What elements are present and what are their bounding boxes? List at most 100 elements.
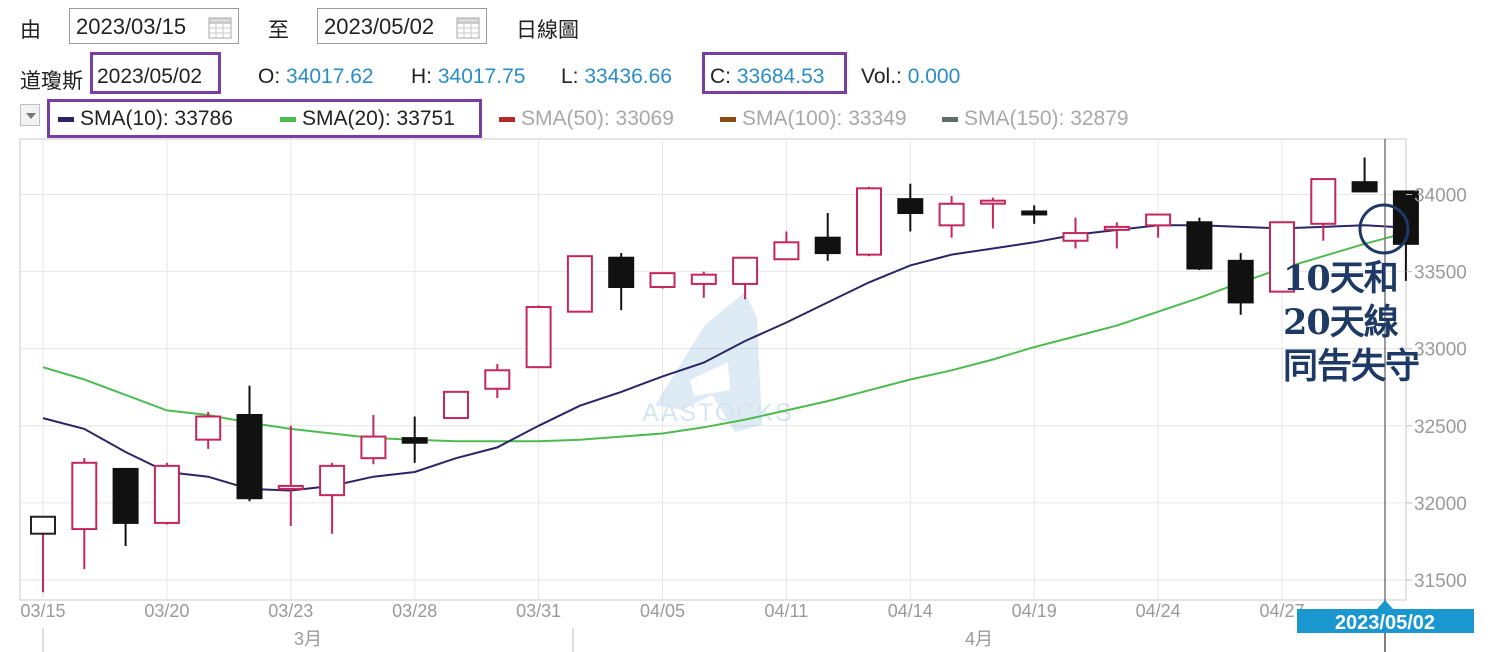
candle[interactable]: [71, 458, 98, 570]
candle[interactable]: [30, 515, 56, 593]
info-date: 2023/05/02: [97, 65, 203, 88]
annotation-line-2: 20天線: [1283, 302, 1399, 343]
candle-body: [443, 390, 469, 420]
sma20-legend[interactable]: SMA(20): 33751: [280, 107, 455, 131]
candle[interactable]: [814, 213, 841, 261]
candle[interactable]: [277, 425, 304, 526]
sma10-legend[interactable]: SMA(10): 33786: [58, 107, 233, 131]
candle[interactable]: [319, 462, 346, 534]
calendar-icon[interactable]: [208, 15, 232, 39]
candle[interactable]: [1186, 217, 1213, 271]
candle[interactable]: [979, 197, 1006, 229]
candle[interactable]: [112, 467, 139, 547]
candle[interactable]: [1062, 217, 1089, 249]
candle-body: [856, 187, 882, 256]
candle-body: [773, 241, 800, 261]
calendar-icon[interactable]: [456, 15, 480, 39]
sma10-legend-label: SMA(10): 33786: [80, 107, 233, 130]
candle-body: [153, 464, 180, 524]
index-name: 道瓊斯: [20, 70, 83, 93]
from-date-input[interactable]: 2023/03/15: [69, 8, 239, 44]
candle-body: [690, 273, 717, 285]
open-stat: O: 34017.62: [258, 65, 374, 89]
candle[interactable]: [195, 411, 222, 449]
candle[interactable]: [401, 416, 428, 463]
candle-body: [112, 467, 139, 524]
sma10-line: [42, 224, 1406, 492]
sma100-legend-label: SMA(100): 33349: [742, 107, 907, 130]
close-highlight-box: [702, 52, 847, 94]
crosshair-date-label-bg: [1297, 609, 1474, 633]
sma150-swatch: [942, 116, 958, 122]
candle[interactable]: [1351, 157, 1378, 193]
sma20-legend-label: SMA(20): 33751: [302, 107, 455, 130]
annotation-line-1: 10天和: [1283, 258, 1399, 299]
to-label: 至: [268, 19, 289, 42]
sma100-swatch: [720, 116, 736, 122]
candle[interactable]: [732, 256, 759, 300]
candle-body: [484, 369, 511, 390]
x-tick-label: 04/05: [640, 601, 685, 621]
candle[interactable]: [938, 196, 965, 238]
annotation-text: 10天和 20天線 同告失守: [1283, 257, 1420, 389]
candle[interactable]: [360, 414, 387, 465]
sma150-legend[interactable]: SMA(150): 32879: [942, 107, 1129, 131]
chart-period-label[interactable]: 日線圖: [516, 19, 579, 42]
candle-body: [1310, 178, 1337, 225]
candle[interactable]: [484, 364, 511, 399]
candle[interactable]: [1145, 213, 1172, 238]
candle[interactable]: [153, 462, 180, 525]
x-tick-label: 03/23: [268, 601, 313, 621]
sma20-line: [42, 231, 1407, 443]
candle[interactable]: [1269, 221, 1295, 293]
candle[interactable]: [1227, 253, 1254, 315]
annotation-line-3: 同告失守: [1283, 346, 1420, 387]
to-date-value: 2023/05/02: [324, 14, 435, 39]
y-tick-label: 31500: [1414, 571, 1467, 592]
candle[interactable]: [525, 305, 552, 369]
sma10-swatch: [58, 116, 74, 122]
candle[interactable]: [897, 183, 924, 232]
candle[interactable]: [856, 186, 882, 257]
candle[interactable]: [608, 253, 635, 311]
candle[interactable]: [236, 385, 263, 502]
from-date-value: 2023/03/15: [76, 14, 187, 39]
x-tick-label: 03/31: [516, 601, 561, 621]
candle-body: [1227, 259, 1254, 304]
low-value: 33436.66: [584, 65, 672, 88]
candle[interactable]: [1021, 205, 1048, 224]
sma20-swatch: [280, 116, 296, 122]
candle-body: [1145, 213, 1172, 227]
candle-body: [732, 256, 759, 285]
to-date-input[interactable]: 2023/05/02: [317, 8, 487, 44]
sma50-legend[interactable]: SMA(50): 33069: [499, 107, 674, 131]
x-tick-label: 04/11: [765, 601, 809, 621]
indicator-dropdown-button[interactable]: [20, 104, 40, 126]
candle[interactable]: [1310, 178, 1337, 241]
candle[interactable]: [690, 271, 717, 298]
candle-body: [1103, 225, 1130, 231]
open-label: O:: [258, 65, 281, 88]
candle[interactable]: [566, 255, 593, 313]
candle[interactable]: [773, 231, 800, 261]
y-tick-label: 32500: [1414, 417, 1467, 438]
candle[interactable]: [1103, 222, 1130, 249]
date-highlight-box: [90, 52, 221, 94]
x-tick-label: 03/15: [20, 601, 65, 621]
candle[interactable]: [649, 272, 676, 289]
candle-body: [938, 202, 965, 227]
candle[interactable]: [443, 390, 469, 420]
candle-body: [525, 306, 552, 369]
low-stat: L: 33436.66: [561, 65, 672, 89]
plot-area: [19, 138, 1407, 601]
candle-body: [897, 198, 924, 215]
high-stat: H: 34017.75: [411, 65, 525, 89]
candle-body: [71, 461, 98, 531]
sma100-legend[interactable]: SMA(100): 33349: [720, 107, 907, 131]
close-value: 33684.53: [736, 65, 825, 88]
y-tick-label: 34000: [1414, 186, 1467, 207]
crosshair-date-pointer: [1377, 600, 1393, 609]
volume-value: 0.000: [907, 65, 961, 88]
open-value: 34017.62: [286, 65, 374, 88]
